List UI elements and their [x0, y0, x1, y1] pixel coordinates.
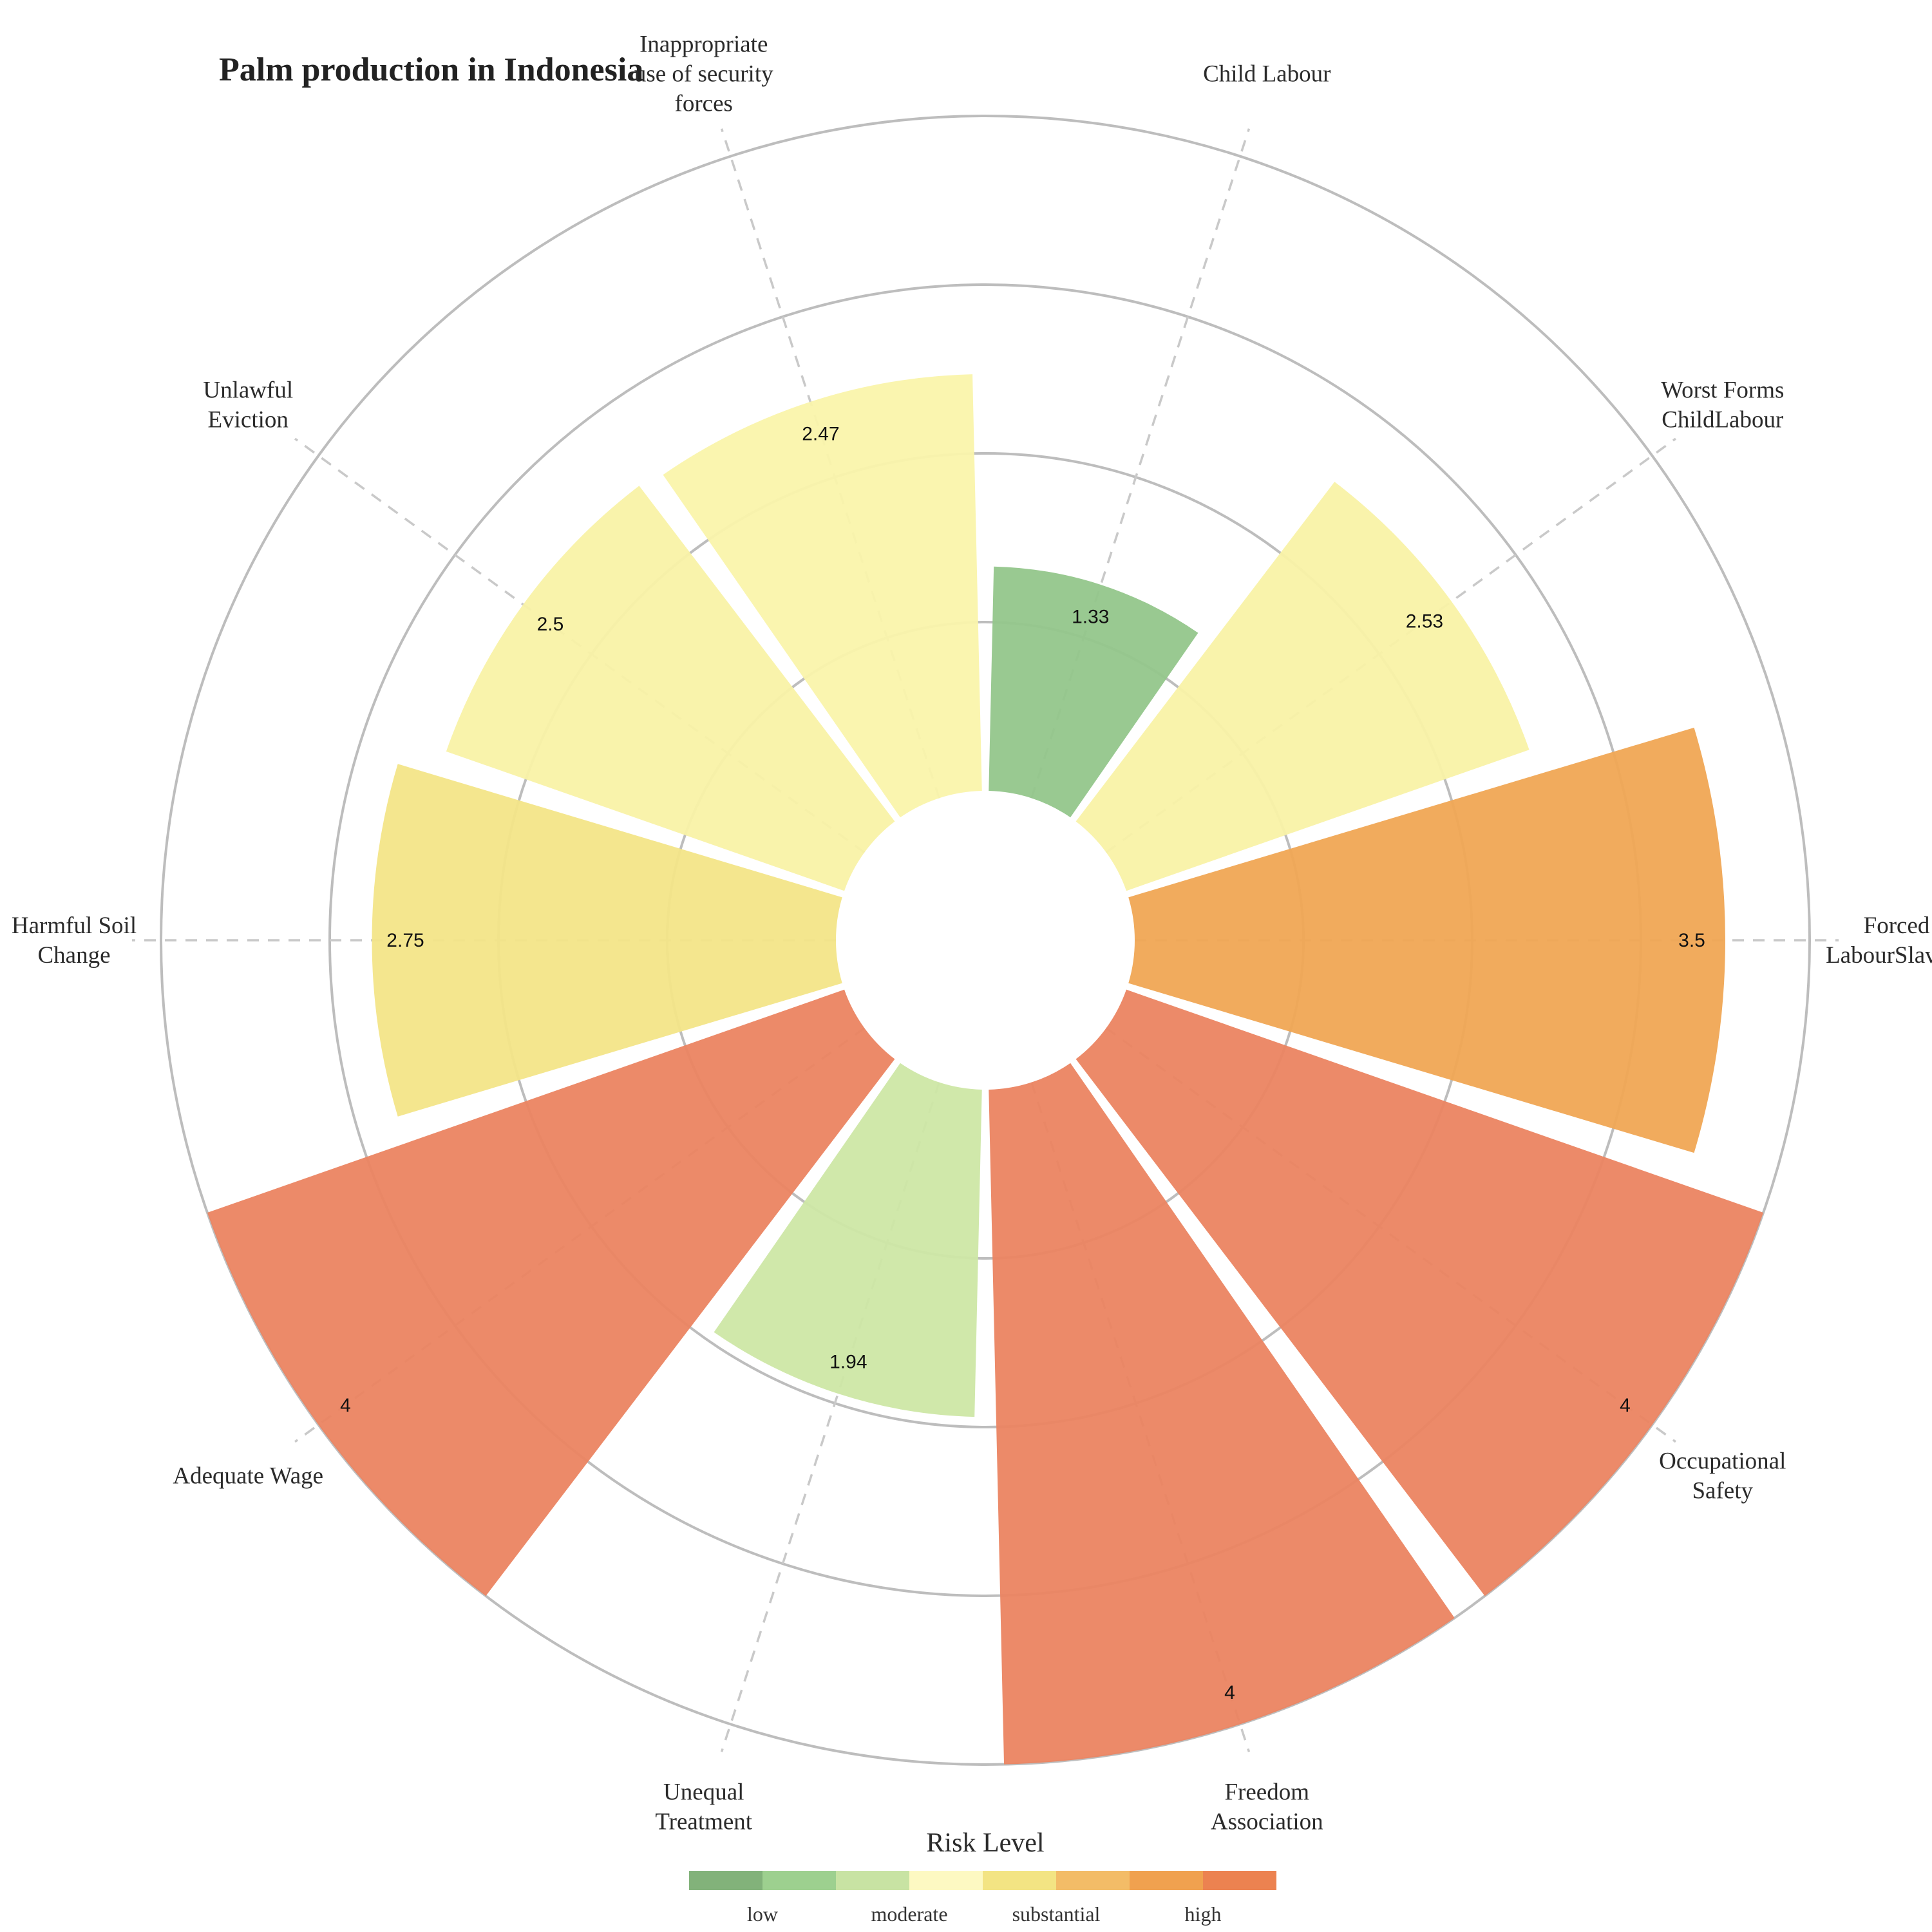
legend-swatch [983, 1871, 1056, 1890]
category-label: Occupational Safety [1659, 1448, 1786, 1504]
legend-swatch [689, 1871, 762, 1890]
category-label: Child Labour [1203, 61, 1331, 87]
category-label: Freedom Association [1211, 1779, 1323, 1835]
legend: Risk Level low moderate substantial high [689, 1828, 1276, 1926]
category-label: Unequal Treatment [655, 1779, 752, 1835]
category-label: Harmful Soil Change [12, 913, 137, 969]
value-label: 4 [1224, 1682, 1235, 1703]
value-label: 2.5 [537, 614, 564, 635]
chart-title: Palm production in Indonesia [219, 52, 643, 88]
value-label: 2.75 [386, 930, 424, 951]
legend-label: low [747, 1902, 778, 1926]
value-label: 2.47 [802, 423, 839, 444]
bar [989, 1063, 1455, 1765]
bars [207, 374, 1764, 1765]
bar [1128, 727, 1725, 1153]
value-label: 3.5 [1678, 930, 1705, 951]
legend-swatch [1056, 1871, 1130, 1890]
grid-ring [160, 115, 1811, 1766]
legend-swatch [762, 1871, 836, 1890]
bar [989, 566, 1198, 818]
value-label: 1.33 [1072, 606, 1109, 627]
category-label: Inappropriate use of security forces [634, 31, 773, 117]
legend-label: substantial [1012, 1902, 1101, 1926]
grid-spoke [720, 1082, 940, 1752]
legend-swatch [1203, 1871, 1276, 1890]
bar [446, 486, 895, 891]
category-label: Adequate Wage [173, 1463, 323, 1490]
bar [1075, 482, 1530, 891]
legend-swatch [909, 1871, 983, 1890]
value-label: 1.94 [829, 1352, 867, 1373]
category-label: Worst Forms ChildLabour [1661, 377, 1784, 433]
legend-label: moderate [871, 1902, 947, 1926]
value-label: 4 [340, 1395, 351, 1416]
category-label: ForcedLabourSlavery [1826, 913, 1932, 969]
bar [714, 1063, 982, 1417]
value-label: 4 [1620, 1395, 1631, 1416]
grid-spoke [1030, 128, 1251, 799]
legend-swatch [1130, 1871, 1203, 1890]
legend-colorbar [689, 1871, 1276, 1890]
category-labels: Child Labour Worst Forms ChildLabour Forced… [12, 31, 1932, 1835]
value-labels: 1.33 2.53 3.5 4 4 1.94 4 2.75 2.5 2.47 [340, 423, 1705, 1703]
value-label: 2.53 [1406, 611, 1443, 632]
bar [1075, 989, 1764, 1596]
bar [663, 374, 982, 818]
bar [372, 764, 842, 1117]
legend-swatch [836, 1871, 909, 1890]
legend-title: Risk Level [926, 1828, 1044, 1858]
category-label: Unlawful Eviction [203, 377, 293, 433]
bar [207, 989, 895, 1596]
legend-label: high [1185, 1902, 1222, 1926]
legend-labels: low moderate substantial high [747, 1902, 1221, 1926]
